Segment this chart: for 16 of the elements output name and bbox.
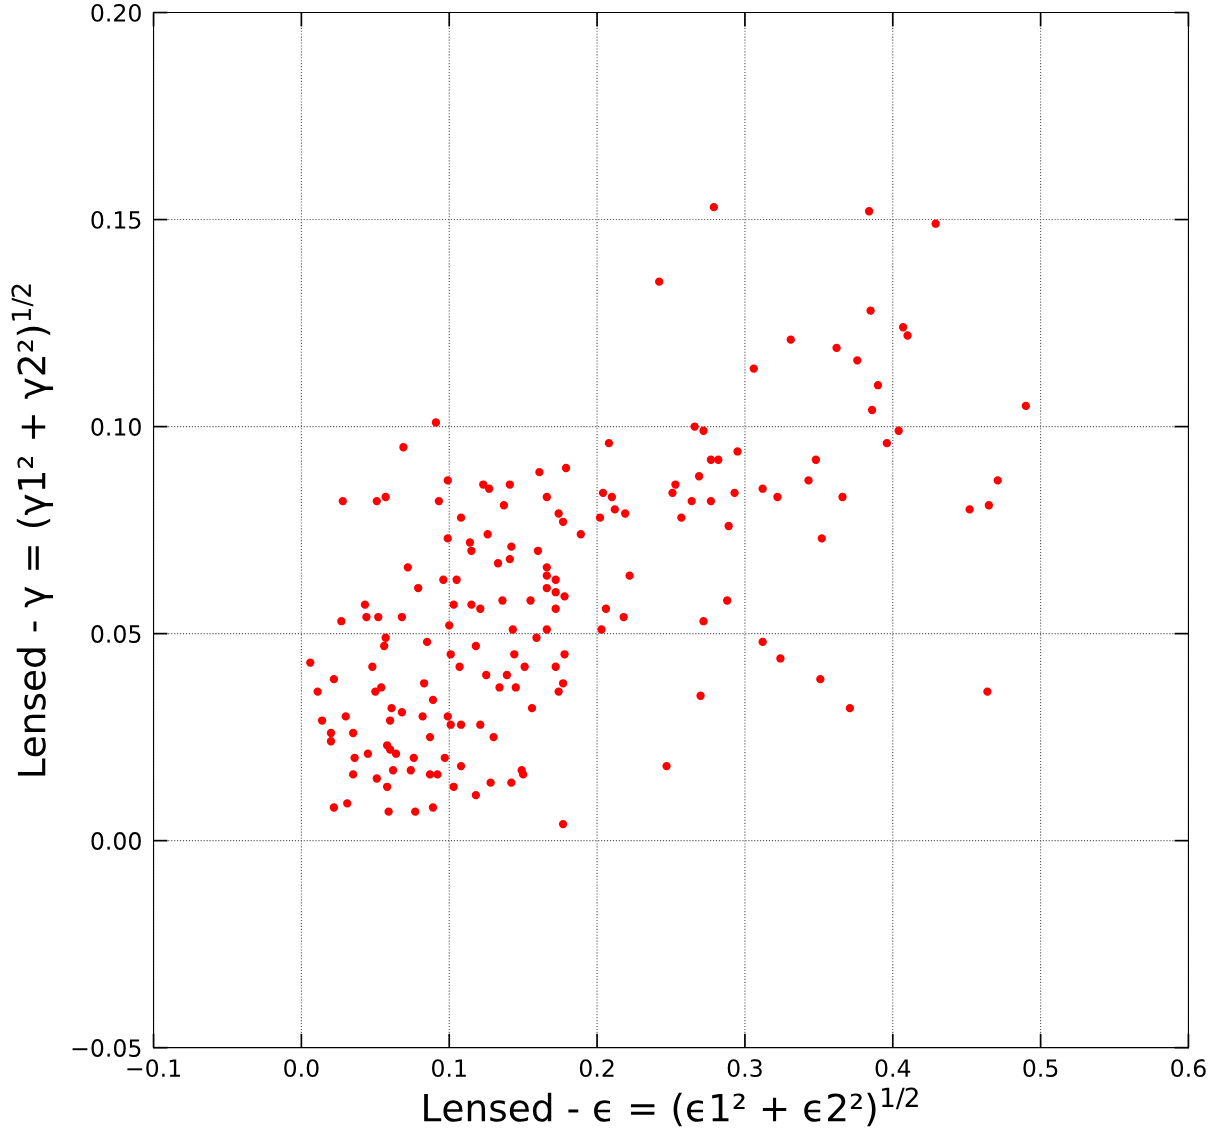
y-tick-label: −0.05 bbox=[72, 1039, 141, 1057]
y-tick-label: 0.10 bbox=[91, 418, 141, 436]
y-tick-label: 0.20 bbox=[91, 3, 141, 22]
x-tick-label: −0.1 bbox=[127, 1059, 181, 1078]
y-tick-label: 0.05 bbox=[91, 625, 141, 643]
y-axis-title: Lensed - γ = (γ1² + γ2²)$^{1/2}$ bbox=[11, 284, 54, 776]
y-tick-label: 0.00 bbox=[91, 832, 141, 850]
x-tick-label: 0.0 bbox=[284, 1059, 319, 1078]
x-axis-title: Lensed - ϵ = (ϵ1² + ϵ2²)$^{1/2}$ bbox=[424, 1087, 918, 1127]
x-tick-label: 0.5 bbox=[1023, 1059, 1058, 1078]
y-tick-label: 0.15 bbox=[91, 211, 141, 229]
x-tick-label: 0.3 bbox=[727, 1059, 762, 1078]
x-tick-label: 0.6 bbox=[1171, 1059, 1206, 1078]
x-tick-label: 0.1 bbox=[432, 1059, 466, 1078]
x-tick-label: 0.2 bbox=[579, 1059, 614, 1078]
x-tick-label: 0.4 bbox=[875, 1059, 911, 1078]
